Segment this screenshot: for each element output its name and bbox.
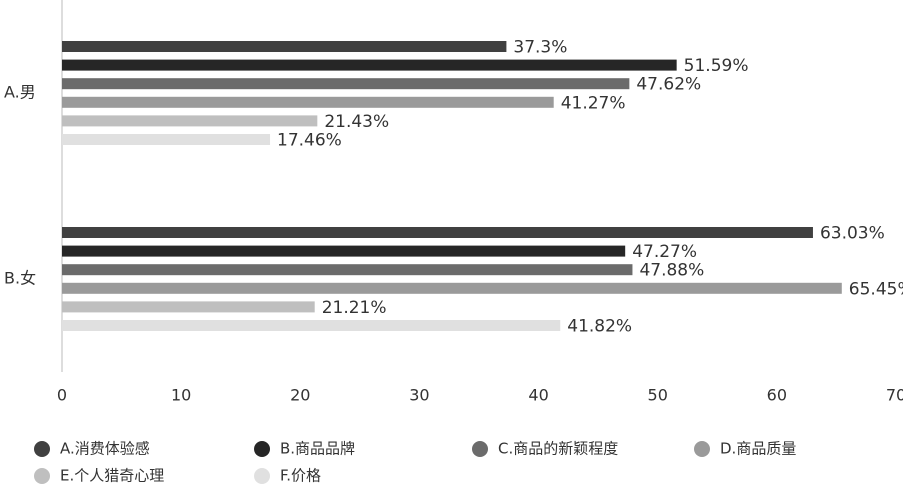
data-label: 21.43% [324,112,389,132]
data-label: 47.88% [639,261,704,281]
legend-marker [34,441,50,457]
x-tick-label: 10 [171,386,191,405]
x-tick-label: 50 [648,386,668,405]
data-label: 41.27% [561,93,626,113]
bar [62,59,677,71]
bar [62,96,554,108]
bar [62,115,318,127]
data-label: 41.82% [567,317,632,337]
legend-marker [34,468,50,484]
legend-label: D.商品质量 [720,440,796,458]
bar [62,78,630,90]
category-label: A.男 [4,83,36,102]
data-label: 51.59% [684,56,749,76]
bar [62,245,626,257]
category-label: B.女 [4,269,36,288]
data-label: 63.03% [820,224,885,244]
legend-label: F.价格 [280,467,321,485]
x-tick-label: 0 [57,386,67,405]
legend-marker [472,441,488,457]
legend-label: B.商品品牌 [280,440,355,458]
bar [62,134,271,145]
bar [62,282,842,294]
legend-marker [254,468,270,484]
bar [62,264,633,276]
x-tick-label: 30 [409,386,429,405]
legend-label: A.消费体验感 [60,440,150,458]
bar [62,41,507,52]
x-tick-label: 60 [767,386,787,405]
bar [62,227,813,238]
x-tick-label: 20 [290,386,310,405]
legend-marker [254,441,270,457]
legend-label: C.商品的新颖程度 [498,440,618,458]
x-tick-label: 70 [886,386,903,405]
bar [62,301,315,313]
legend-marker [694,441,710,457]
data-label: 21.21% [322,298,387,318]
data-label: 37.3% [513,38,567,58]
data-label: 47.62% [636,75,701,95]
bar [62,320,561,331]
data-label: 65.45% [849,279,903,299]
x-tick-label: 40 [528,386,548,405]
legend-label: E.个人猎奇心理 [60,467,164,485]
data-label: 47.27% [632,242,697,262]
data-label: 17.46% [277,131,342,151]
